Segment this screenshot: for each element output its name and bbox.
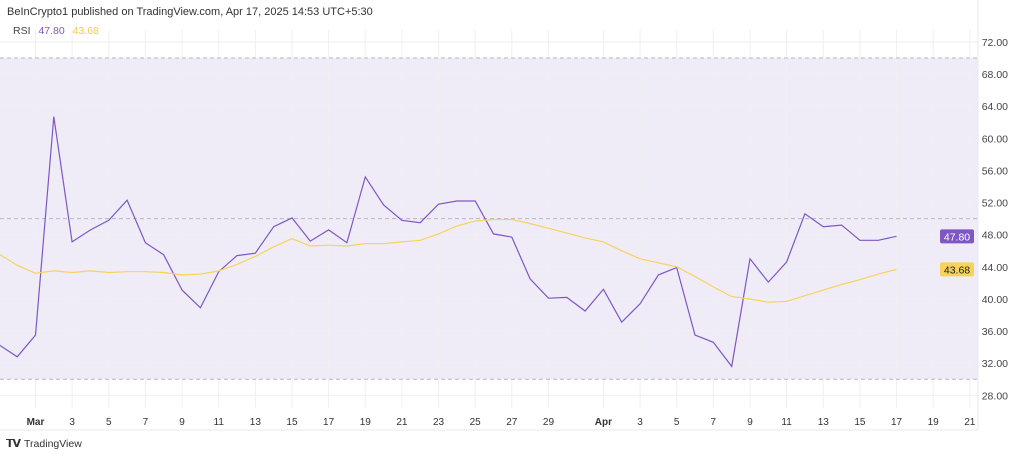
x-tick-label: 7 bbox=[143, 417, 149, 428]
y-tick-label: 56.00 bbox=[982, 165, 1008, 177]
y-tick-label: 36.00 bbox=[982, 326, 1008, 338]
footer-brand: TradingView bbox=[24, 437, 82, 450]
x-tick-label: 27 bbox=[506, 417, 518, 428]
x-tick-label: 11 bbox=[214, 417, 225, 428]
y-tick-label: 72.00 bbox=[982, 37, 1008, 49]
rsi-legend-value: 47.80 bbox=[38, 25, 65, 37]
y-tick-label: 44.00 bbox=[982, 262, 1008, 274]
x-tick-label: 21 bbox=[396, 417, 408, 428]
indicator-name: RSI bbox=[13, 25, 31, 37]
x-tick-label: 5 bbox=[674, 417, 680, 428]
footer: 𝗧𝗩 TradingView bbox=[6, 437, 82, 451]
rsi-line bbox=[0, 116, 897, 368]
ma-price-tag bbox=[940, 262, 974, 277]
y-tick-label: 60.00 bbox=[982, 133, 1008, 145]
ma-legend-value: 43.68 bbox=[72, 25, 99, 37]
y-tick-label: 68.00 bbox=[982, 69, 1008, 81]
x-tick-label: Mar bbox=[27, 417, 45, 428]
ma-line bbox=[0, 218, 897, 303]
x-tick-label: 17 bbox=[323, 417, 335, 428]
x-tick-label: 19 bbox=[360, 417, 372, 428]
x-tick-label: 29 bbox=[543, 417, 555, 428]
x-tick-label: 15 bbox=[854, 417, 866, 428]
x-tick-label: 21 bbox=[964, 417, 976, 428]
y-tick-label: 48.00 bbox=[982, 230, 1008, 242]
x-tick-label: 15 bbox=[286, 417, 298, 428]
x-tick-label: 7 bbox=[711, 417, 717, 428]
indicator-legend: RSI 47.80 43.68 bbox=[13, 25, 104, 37]
y-tick-label: 40.00 bbox=[982, 294, 1008, 306]
x-tick-label: 13 bbox=[818, 417, 830, 428]
rsi-price-tag bbox=[940, 229, 974, 244]
x-tick-label: 19 bbox=[928, 417, 940, 428]
x-tick-label: 3 bbox=[69, 417, 75, 428]
x-tick-label: Apr bbox=[595, 417, 612, 428]
tradingview-logo-icon: 𝗧𝗩 bbox=[6, 438, 21, 450]
x-tick-label: 17 bbox=[891, 417, 903, 428]
y-tick-label: 32.00 bbox=[982, 358, 1008, 370]
x-tick-label: 9 bbox=[747, 417, 753, 428]
x-tick-label: 9 bbox=[179, 417, 185, 428]
y-tick-label: 64.00 bbox=[982, 101, 1008, 113]
ma-price-label: 43.68 bbox=[944, 264, 970, 276]
x-tick-label: 11 bbox=[781, 417, 792, 428]
x-tick-label: 25 bbox=[470, 417, 482, 428]
x-tick-label: 3 bbox=[637, 417, 643, 428]
x-tick-label: 23 bbox=[433, 417, 445, 428]
y-tick-label: 52.00 bbox=[982, 198, 1008, 210]
rsi-price-label: 47.80 bbox=[944, 231, 970, 243]
publish-header: BeInCrypto1 published on TradingView.com… bbox=[7, 6, 373, 18]
x-tick-label: 13 bbox=[250, 417, 262, 428]
y-tick-label: 28.00 bbox=[982, 390, 1008, 402]
x-tick-label: 5 bbox=[106, 417, 112, 428]
